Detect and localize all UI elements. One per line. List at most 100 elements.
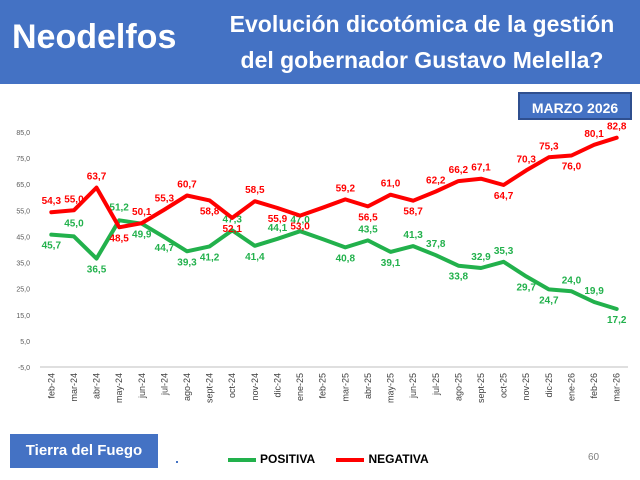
decorative-dot [176,461,178,463]
data-label-positive: 17,2 [607,315,627,326]
data-label-negative: 50,1 [132,207,152,218]
date-badge: MARZO 2026 [518,92,632,120]
data-label-positive: 37,8 [426,239,446,250]
x-tick-label: abr-24 [92,373,102,399]
data-label-negative: 54,3 [42,196,62,207]
data-label-negative: 67,1 [471,163,491,174]
data-label-negative: 70,3 [516,154,536,165]
data-label-positive: 39,1 [381,258,401,269]
x-tick-label: dic-25 [544,373,554,398]
data-label-negative: 55,9 [268,214,288,225]
x-tick-label: ago-24 [182,373,192,401]
x-tick-label: oct-25 [499,373,509,398]
data-label-negative: 56,5 [358,212,378,223]
y-tick-label: 25,0 [16,287,30,294]
x-tick-label: may-25 [386,373,396,403]
data-label-positive: 32,9 [471,252,491,263]
series-line-negative [49,135,619,230]
data-label-positive: 41,4 [245,252,265,263]
x-tick-label: jun-25 [408,373,418,399]
y-tick-label: 45,0 [16,234,30,241]
x-tick-label: nov-24 [250,373,260,401]
data-label-positive: 41,2 [200,252,220,263]
x-tick-label: feb-26 [589,373,599,399]
data-label-positive: 29,7 [516,282,536,293]
x-tick-label: feb-25 [318,373,328,399]
data-label-positive: 36,5 [87,265,107,276]
x-tick-label: ene-25 [295,373,305,401]
x-tick-label: nov-25 [521,373,531,401]
data-label-negative: 58,5 [245,185,265,196]
data-label-negative: 58,7 [403,207,423,218]
page-number: 60 [588,452,600,463]
data-label-positive: 45,7 [42,241,62,252]
data-label-negative: 59,2 [336,183,356,194]
data-label-positive: 43,5 [358,224,378,235]
data-label-positive: 24,0 [562,275,582,286]
data-label-negative: 62,2 [426,176,446,187]
x-tick-label: ene-26 [566,373,576,401]
brand-logo-text: Neodelfos [12,18,177,56]
x-tick-label: sept-24 [205,373,215,403]
title-line-2: del gobernador Gustavo Melella? [240,47,604,73]
data-label-negative: 52,1 [222,224,242,235]
x-tick-label: dic-24 [272,373,282,398]
header-banner: Neodelfos Evolución dicotómica de la ges… [0,0,640,84]
data-label-positive: 45,0 [64,218,84,229]
legend-swatch-negative [336,457,365,462]
y-tick-label: 65,0 [16,182,30,189]
data-label-positive: 47,3 [222,214,242,225]
legend-label-positive: POSITIVA [260,452,316,466]
legend-item-positive: POSITIVA [228,452,315,466]
data-label-positive: 35,3 [494,246,514,257]
chart-title: Evolución dicotómica de la gestión del g… [212,6,632,78]
x-tick-label: may-24 [114,373,124,403]
legend-label-negative: NEGATIVA [368,452,429,466]
x-tick-label: mar-24 [69,373,79,402]
data-label-positive: 33,8 [449,272,469,283]
data-label-negative: 75,3 [539,141,559,152]
legend-swatch-positive [228,457,256,462]
data-label-positive: 51,2 [109,202,129,213]
data-label-positive: 40,8 [336,253,356,264]
data-label-negative: 76,0 [562,162,582,173]
data-label-negative: 64,7 [494,191,514,202]
title-line-1: Evolución dicotómica de la gestión [229,11,615,37]
x-tick-label: mar-26 [612,373,622,402]
data-label-negative: 48,5 [109,233,129,244]
data-label-positive: 24,7 [539,295,559,306]
data-label-negative: 80,1 [584,129,604,140]
data-label-negative: 53,0 [290,222,310,233]
x-tick-label: jul-24 [159,373,169,396]
x-tick-label: ago-25 [453,373,463,401]
x-tick-label: feb-24 [46,373,56,399]
x-tick-label: jun-24 [137,373,147,399]
data-label-negative: 55,0 [64,194,84,205]
data-label-negative: 66,2 [449,165,469,176]
y-tick-label: 35,0 [16,261,30,268]
legend-item-negative: NEGATIVA [336,452,429,466]
x-tick-label: jul-25 [431,373,441,396]
chart-legend: POSITIVA NEGATIVA [228,452,447,470]
y-tick-label: 55,0 [16,208,30,215]
data-label-negative: 61,0 [381,179,401,190]
series-line-positive [49,218,619,311]
x-tick-label: mar-25 [340,373,350,402]
data-label-negative: 55,3 [155,194,175,205]
region-badge: Tierra del Fuego [10,434,158,468]
y-tick-label: 85,0 [16,130,30,137]
data-label-negative: 60,7 [177,179,197,190]
y-tick-label: 15,0 [16,313,30,320]
data-label-positive: 49,9 [132,230,152,241]
y-tick-label: 5,0 [20,339,30,346]
data-label-positive: 44,7 [155,243,175,254]
data-label-positive: 39,3 [177,257,197,268]
x-tick-label: abr-25 [363,373,373,399]
data-label-negative: 58,8 [200,206,220,217]
y-tick-label: 75,0 [16,156,30,163]
data-label-positive: 44,1 [268,223,288,234]
data-label-positive: 41,3 [403,230,423,241]
data-label-negative: 63,7 [87,172,107,183]
x-tick-label: sept-25 [476,373,486,403]
